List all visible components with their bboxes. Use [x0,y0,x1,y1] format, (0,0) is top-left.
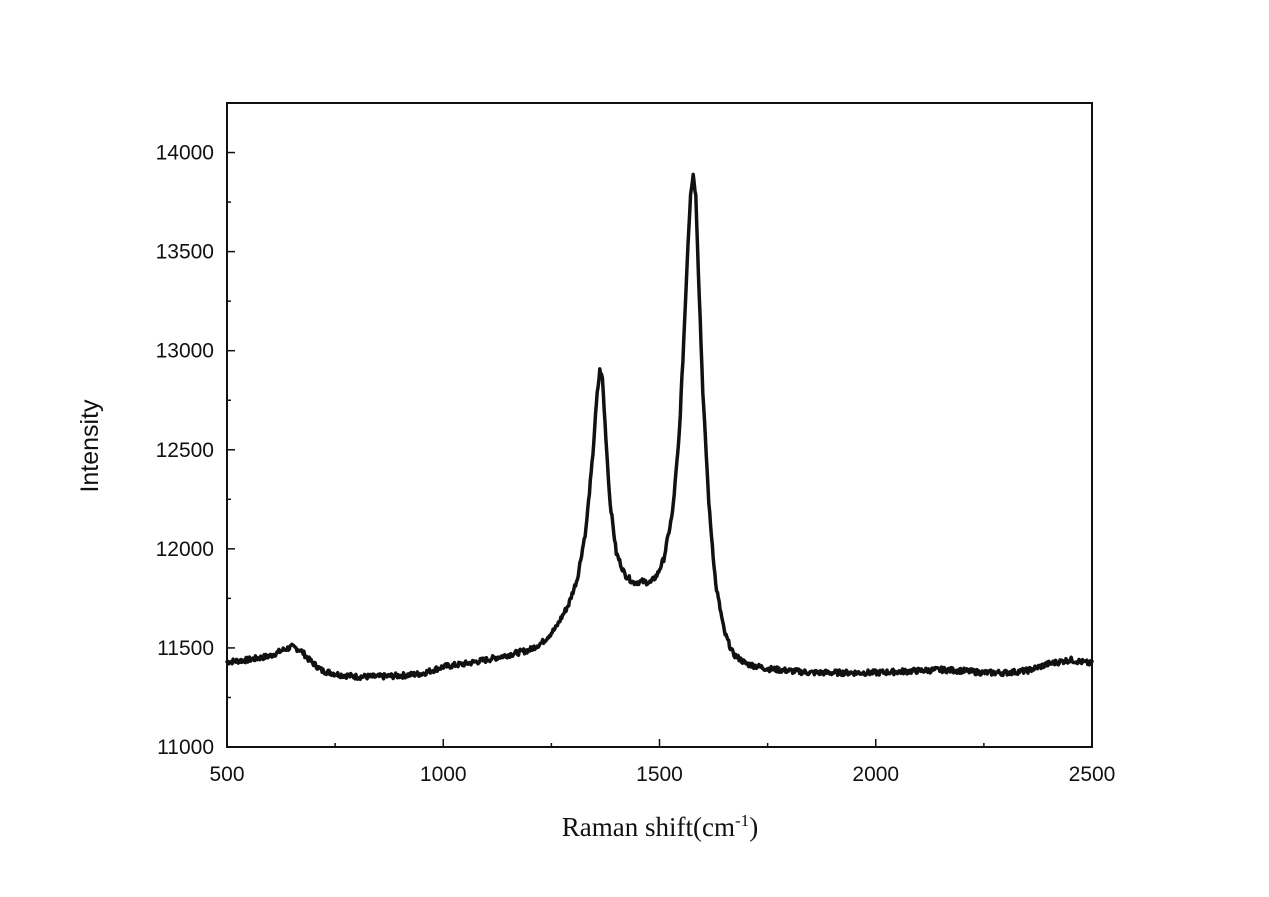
y-tick-label: 14000 [156,142,214,165]
x-tick-label: 2500 [1069,763,1116,786]
x-axis-label: Raman shift(cm-1) [562,811,758,842]
spectrum-line [225,172,1094,682]
x-tick-label: 500 [209,763,244,786]
y-tick-label: 11500 [157,637,214,660]
y-axis-tick-labels: 11000 11500 12000 12500 13000 13500 14000 [156,142,214,759]
y-tick-label: 12500 [156,439,214,462]
y-axis-label: Intensity [76,399,104,493]
x-tick-label: 2000 [852,763,899,786]
x-tick-label: 1000 [420,763,467,786]
plot-frame [226,102,1093,748]
y-tick-label: 11000 [157,736,214,759]
x-tick-label: 1500 [636,763,683,786]
y-tick-label: 13000 [156,340,214,363]
x-axis-ticks [226,739,1093,747]
x-axis-label-superscript: -1 [735,811,749,830]
x-axis-label-main: Raman shift(cm [562,812,735,842]
x-axis-tick-labels: 500 1000 1500 2000 2500 [209,763,1115,786]
y-tick-label: 13500 [156,241,214,264]
y-tick-label: 12000 [156,538,214,561]
y-axis-ticks [227,151,235,748]
x-axis-label-close: ) [749,812,758,842]
